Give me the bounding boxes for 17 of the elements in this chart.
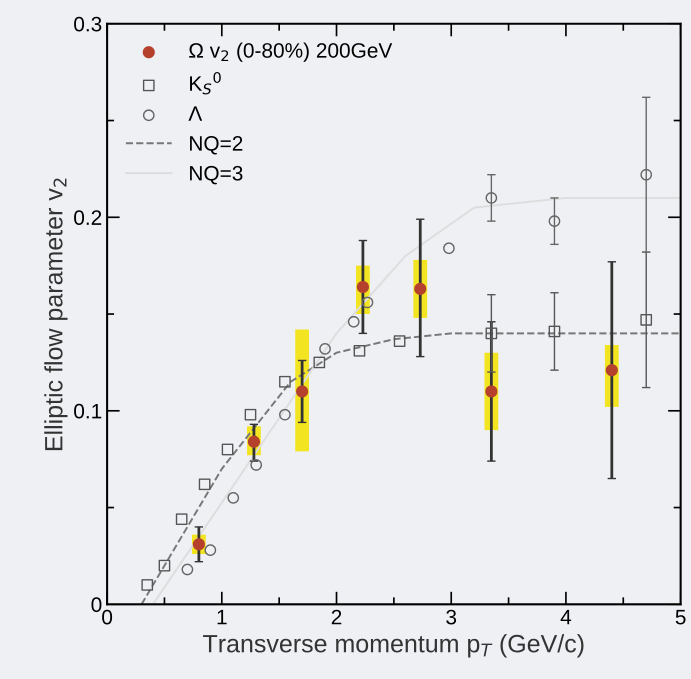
legend-label: Λ [188,106,202,121]
x-tick-label: 4 [560,610,572,624]
x-tick-label: 5 [676,610,686,624]
y-tick-label: 0 [91,597,102,612]
y-axis-title: Elliptic flow parameter v$_{2}$ [44,178,68,450]
legend-label: K$_{S}$$^{0}$ [190,72,221,94]
x-tick-label: 3 [446,610,456,624]
y-tick-label: 0.3 [74,16,102,32]
x-tick-label: 1 [218,610,227,624]
legend-label: Ω v$_{2}$ (0-80%) 200GeV [189,42,392,62]
y-tick-label: 0.2 [74,210,102,226]
y-tick-label: 0.1 [74,404,102,419]
x-axis-title: Transverse momentum p$_{T}$ (GeV/c) [203,634,584,658]
x-tick-label: 2 [332,610,342,624]
legend-label: NQ=2 [190,136,242,155]
x-tick-label: 0 [102,610,112,624]
legend-label: NQ=3 [190,166,242,184]
